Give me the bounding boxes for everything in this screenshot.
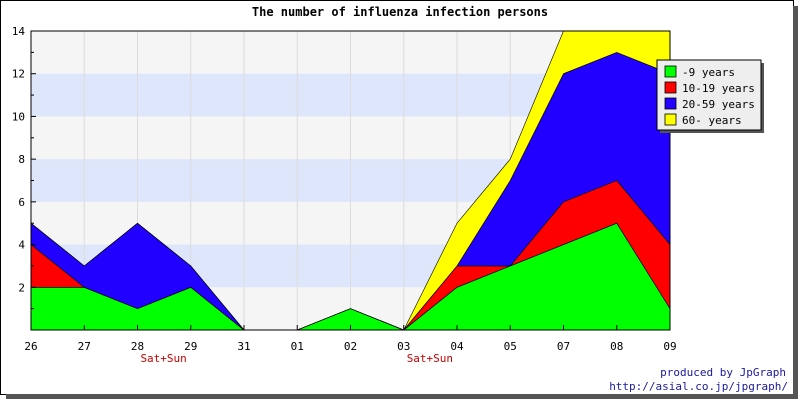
legend-label: 60- years	[682, 114, 742, 127]
frame-shadow-bottom	[6, 394, 798, 399]
x-tick-label: 31	[237, 340, 250, 353]
x-tick-label: 29	[184, 340, 197, 353]
legend-swatch	[664, 97, 677, 110]
y-tick-label: 12	[12, 68, 25, 81]
chart-title: The number of influenza infection person…	[252, 5, 548, 19]
axes: 2 4 6 8 10 12 14 26 27 28 29 31 01 02 03 04 05 07 08 09 Sat+…	[12, 25, 677, 365]
credit-line-1: produced by JpGraph	[660, 366, 786, 379]
x-tick-label: 26	[24, 340, 37, 353]
legend-swatch	[664, 81, 677, 94]
legend-swatch	[664, 113, 677, 126]
x-tick-label: 01	[291, 340, 304, 353]
x-tick-label: 04	[450, 340, 464, 353]
y-tick-label: 10	[12, 110, 25, 123]
y-tick-label: 2	[18, 281, 25, 294]
y-tick-label: 8	[18, 153, 25, 166]
x-tick-label: 07	[557, 340, 570, 353]
legend-label: 10-19 years	[682, 82, 755, 95]
x-tick-label: 05	[504, 340, 517, 353]
y-tick-label: 4	[18, 239, 25, 252]
weekend-label: Sat+Sun	[140, 352, 186, 365]
weekend-label: Sat+Sun	[407, 352, 453, 365]
legend-swatch	[664, 65, 677, 78]
x-tick-label: 09	[663, 340, 676, 353]
credit-line-2[interactable]: http://asial.co.jp/jpgraph/	[609, 380, 788, 393]
x-tick-label: 08	[610, 340, 623, 353]
frame-shadow-right	[793, 6, 798, 399]
y-tick-label: 14	[12, 25, 26, 38]
x-tick-label: 28	[131, 340, 144, 353]
x-tick-label: 02	[344, 340, 357, 353]
legend-label: -9 years	[682, 66, 735, 79]
x-tick-label: 03	[397, 340, 410, 353]
y-tick-label: 6	[18, 196, 25, 209]
x-tick-label: 27	[78, 340, 91, 353]
legend: -9 years 10-19 years 20-59 years 60- years	[656, 59, 764, 133]
legend-label: 20-59 years	[682, 98, 755, 111]
